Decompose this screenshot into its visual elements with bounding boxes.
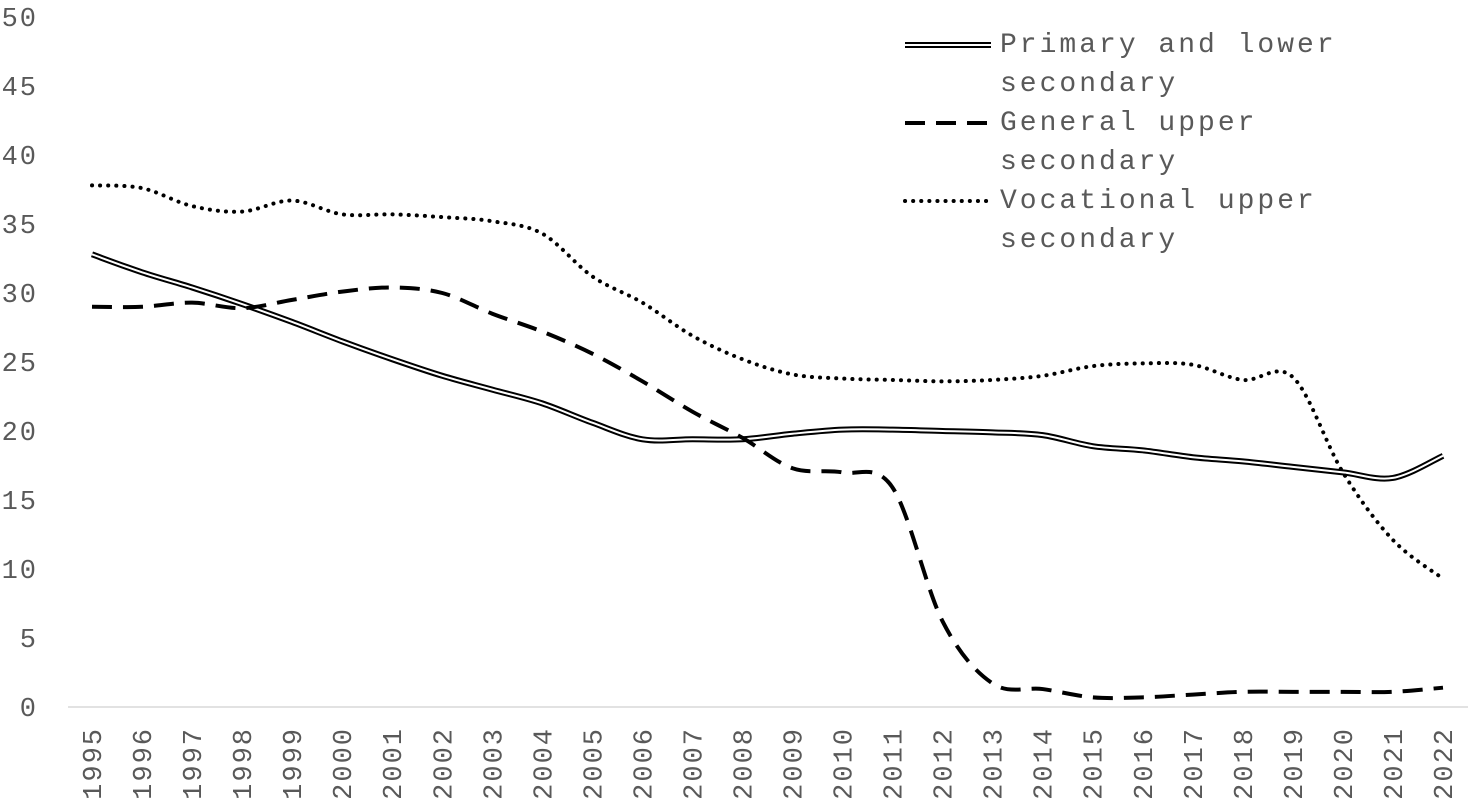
x-tick-label: 2005 bbox=[580, 727, 610, 800]
legend-swatch bbox=[905, 42, 991, 48]
series-line bbox=[90, 251, 1445, 482]
x-tick-label: 1999 bbox=[280, 727, 310, 800]
y-tick-label: 15 bbox=[2, 488, 38, 518]
x-tick-label: 2004 bbox=[530, 727, 560, 800]
legend: Primary and lower secondary General upper… bbox=[903, 26, 1350, 260]
x-tick-label: 2001 bbox=[380, 727, 410, 800]
x-tick-label: 2018 bbox=[1231, 727, 1261, 800]
legend-item: General upper secondary bbox=[903, 104, 1350, 182]
legend-label: Primary and lower secondary bbox=[1000, 30, 1337, 100]
y-tick-label: 25 bbox=[2, 350, 38, 380]
legend-swatch bbox=[905, 121, 991, 125]
legend-label: General upper secondary bbox=[1000, 108, 1258, 178]
x-tick-label: 2000 bbox=[330, 727, 360, 800]
x-tick-label: 2010 bbox=[831, 727, 861, 800]
x-tick-label: 2007 bbox=[680, 727, 710, 800]
x-tick-label: 2017 bbox=[1181, 727, 1211, 800]
y-tick-label: 35 bbox=[2, 212, 38, 242]
legend-label: Vocational upper secondary bbox=[1000, 186, 1317, 256]
x-tick-label: 2003 bbox=[480, 727, 510, 800]
legend-swatch bbox=[903, 199, 993, 203]
series-line-inner bbox=[91, 253, 1444, 480]
y-tick-label: 10 bbox=[2, 557, 38, 587]
x-tick-label: 2021 bbox=[1381, 727, 1411, 800]
y-tick-label: 5 bbox=[20, 626, 38, 656]
x-tick-label: 2009 bbox=[781, 727, 811, 800]
series-line bbox=[91, 285, 1444, 701]
legend-item: Vocational upper secondary bbox=[903, 182, 1350, 260]
y-tick-label: 0 bbox=[20, 695, 38, 725]
x-tick-label: 2022 bbox=[1431, 727, 1461, 800]
x-tick-label: 2008 bbox=[730, 727, 760, 800]
x-tick-label: 1997 bbox=[180, 727, 210, 800]
x-tick-label: 2014 bbox=[1031, 727, 1061, 800]
x-tick-label: 2016 bbox=[1131, 727, 1161, 800]
y-tick-label: 50 bbox=[2, 5, 38, 35]
x-tick-label: 2011 bbox=[881, 727, 911, 800]
legend-item: Primary and lower secondary bbox=[903, 26, 1350, 104]
x-tick-label: 2012 bbox=[931, 727, 961, 800]
y-tick-label: 45 bbox=[2, 74, 38, 104]
x-tick-label: 1995 bbox=[80, 727, 110, 800]
x-tick-label: 2006 bbox=[630, 727, 660, 800]
x-tick-label: 2019 bbox=[1281, 727, 1311, 800]
x-tick-label: 1998 bbox=[230, 727, 260, 800]
x-tick-label: 2015 bbox=[1081, 727, 1111, 800]
y-tick-label: 30 bbox=[2, 281, 38, 311]
y-tick-label: 40 bbox=[2, 143, 38, 173]
x-tick-label: 1996 bbox=[130, 727, 160, 800]
x-tick-label: 2002 bbox=[430, 727, 460, 800]
x-tick-label: 2020 bbox=[1331, 727, 1361, 800]
x-tick-label: 2013 bbox=[981, 727, 1011, 800]
y-tick-label: 20 bbox=[2, 419, 38, 449]
